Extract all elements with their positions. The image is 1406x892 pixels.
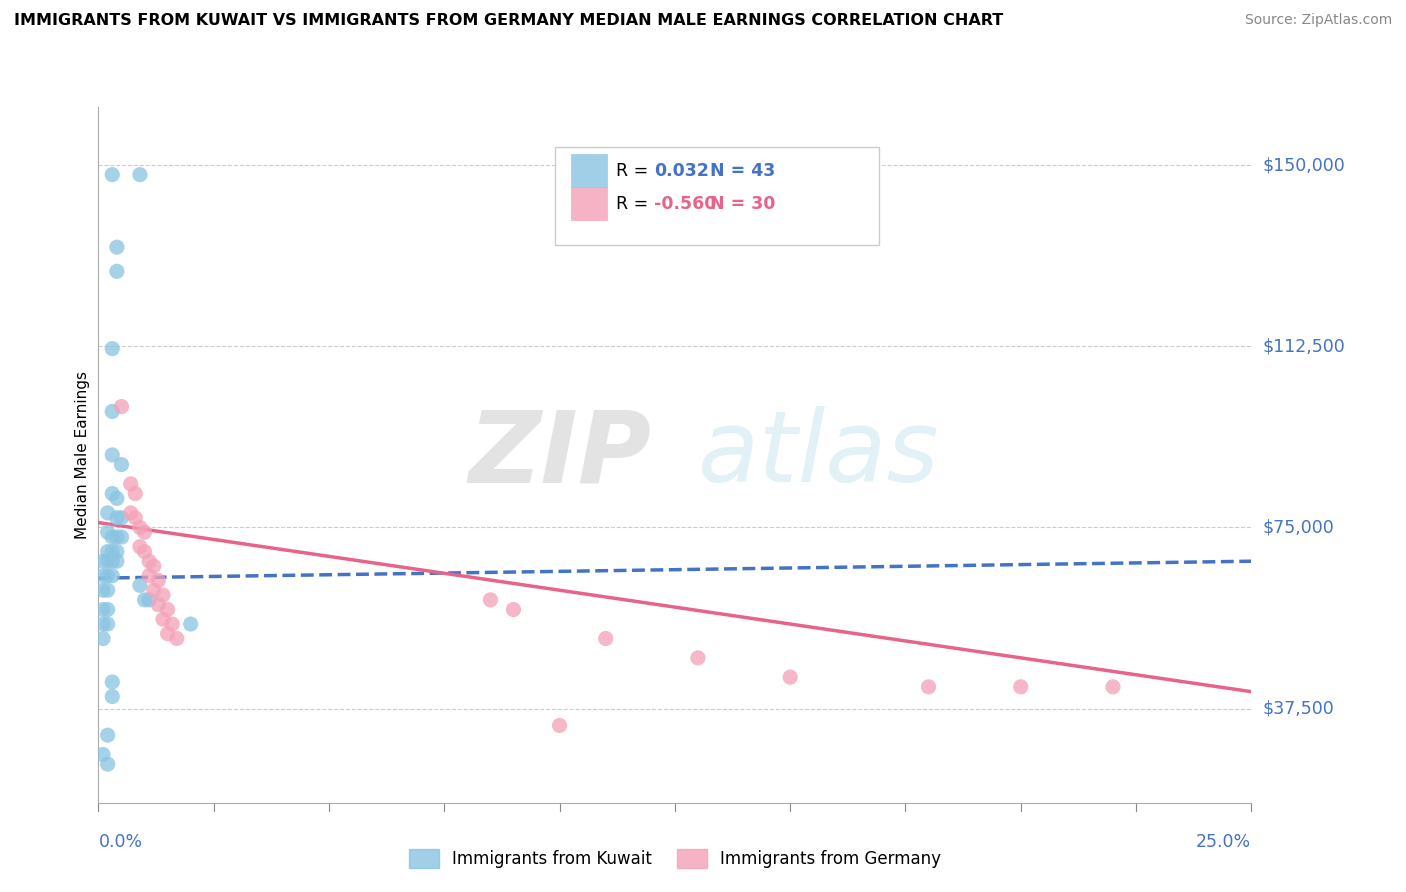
Text: -0.560: -0.560 [654, 195, 716, 213]
Point [129, 520, 152, 534]
Point [105, 510, 128, 524]
Text: $75,000: $75,000 [1263, 518, 1334, 536]
Point [91, 632, 114, 646]
Point [479, 592, 502, 607]
Point [91, 554, 114, 568]
Point [129, 578, 152, 592]
Point [101, 486, 124, 500]
Point [152, 588, 174, 602]
Point [105, 491, 128, 506]
Point [110, 510, 132, 524]
Point [180, 617, 202, 632]
Point [97, 728, 120, 742]
Text: ZIP: ZIP [468, 407, 652, 503]
Text: $112,500: $112,500 [1263, 337, 1346, 355]
Point [97, 506, 120, 520]
Point [1102, 680, 1125, 694]
Text: R =: R = [616, 195, 648, 213]
Point [91, 583, 114, 598]
Point [101, 554, 124, 568]
Point [148, 574, 170, 588]
Point [91, 617, 114, 632]
Text: N = 43: N = 43 [710, 162, 775, 180]
Point [101, 544, 124, 558]
Point [91, 747, 114, 762]
Text: $37,500: $37,500 [1263, 699, 1334, 717]
Point [101, 690, 124, 704]
Point [91, 568, 114, 582]
Point [101, 448, 124, 462]
Point [129, 168, 152, 182]
Point [105, 240, 128, 254]
Point [97, 757, 120, 772]
Point [110, 400, 132, 414]
Point [156, 602, 179, 616]
Point [917, 680, 939, 694]
Point [160, 617, 183, 632]
Point [101, 168, 124, 182]
Text: Source: ZipAtlas.com: Source: ZipAtlas.com [1244, 13, 1392, 28]
Point [101, 675, 124, 690]
Text: atlas: atlas [697, 407, 939, 503]
Point [502, 602, 524, 616]
Point [124, 486, 146, 500]
Text: IMMIGRANTS FROM KUWAIT VS IMMIGRANTS FROM GERMANY MEDIAN MALE EARNINGS CORRELATI: IMMIGRANTS FROM KUWAIT VS IMMIGRANTS FRO… [14, 13, 1004, 29]
Point [595, 632, 617, 646]
Point [120, 506, 142, 520]
Point [97, 602, 120, 616]
Point [142, 559, 165, 574]
Point [548, 718, 571, 732]
Point [166, 632, 188, 646]
Y-axis label: Median Male Earnings: Median Male Earnings [75, 371, 90, 539]
Point [686, 651, 709, 665]
Point [134, 592, 156, 607]
Point [105, 554, 128, 568]
Point [97, 525, 120, 540]
Text: $150,000: $150,000 [1263, 156, 1346, 174]
Point [97, 568, 120, 582]
Point [97, 544, 120, 558]
Point [148, 598, 170, 612]
Point [134, 525, 156, 540]
Point [779, 670, 801, 684]
Point [138, 568, 160, 582]
Point [97, 617, 120, 632]
Point [124, 510, 146, 524]
Point [97, 583, 120, 598]
Point [97, 554, 120, 568]
Point [152, 612, 174, 626]
Point [101, 568, 124, 582]
Point [110, 458, 132, 472]
Text: 0.0%: 0.0% [98, 833, 142, 851]
Point [138, 554, 160, 568]
Point [134, 544, 156, 558]
Point [105, 264, 128, 278]
Text: R =: R = [616, 162, 648, 180]
Point [110, 530, 132, 544]
Text: 0.032: 0.032 [654, 162, 709, 180]
Point [101, 404, 124, 418]
Text: 25.0%: 25.0% [1197, 833, 1251, 851]
Legend: Immigrants from Kuwait, Immigrants from Germany: Immigrants from Kuwait, Immigrants from … [402, 842, 948, 874]
Point [138, 592, 160, 607]
Text: N = 30: N = 30 [710, 195, 775, 213]
Point [105, 530, 128, 544]
Point [142, 583, 165, 598]
Point [120, 476, 142, 491]
Point [156, 626, 179, 640]
Point [129, 540, 152, 554]
Point [101, 342, 124, 356]
Point [91, 602, 114, 616]
Point [105, 544, 128, 558]
Point [101, 530, 124, 544]
Point [1010, 680, 1032, 694]
